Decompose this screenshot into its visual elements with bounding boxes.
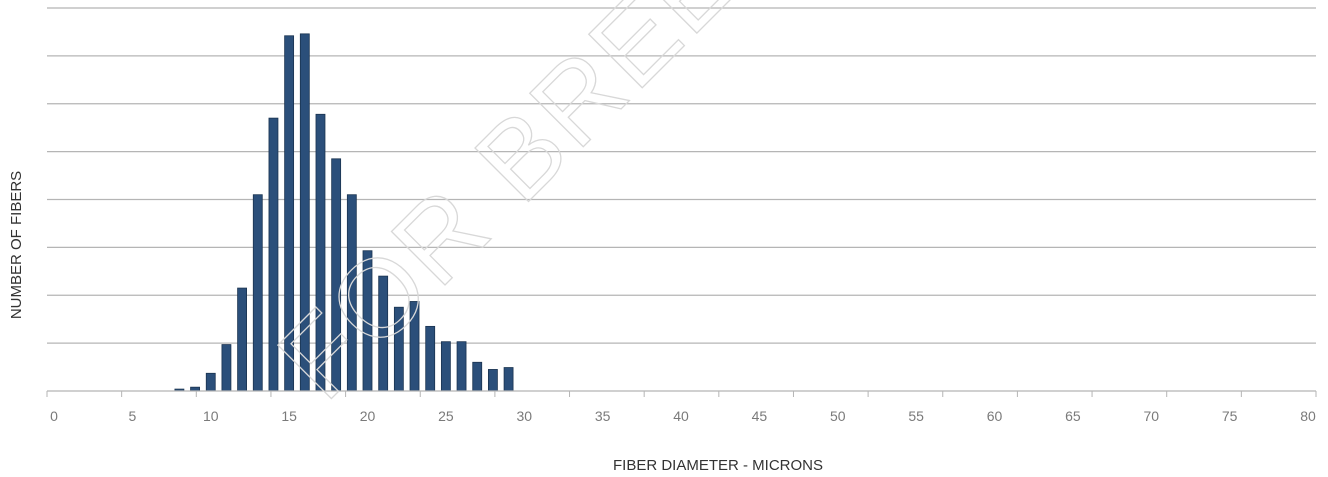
- bar-29: [503, 367, 514, 392]
- x-axis-title: FIBER DIAMETER - MICRONS: [613, 457, 823, 474]
- bar-11: [221, 344, 232, 392]
- x-tick-label: 70: [1143, 408, 1159, 424]
- x-tick-label: 5: [128, 408, 136, 424]
- x-tick-label: 80: [1300, 408, 1316, 424]
- x-tick-label: 20: [360, 408, 376, 424]
- x-tick-label: 25: [438, 408, 454, 424]
- y-axis-title: NUMBER OF FIBERS: [8, 171, 25, 319]
- x-tick-label: 0: [50, 408, 58, 424]
- bar-10: [205, 372, 216, 392]
- watermark-text: FOR BREEDER: [255, 0, 935, 422]
- bar-25: [440, 341, 451, 392]
- x-tick-label: 50: [830, 408, 846, 424]
- bar-27: [472, 361, 483, 392]
- x-tick-label: 15: [281, 408, 297, 424]
- x-tick-label: 55: [908, 408, 924, 424]
- x-axis: 0 5 10 15 20 25 30 35 40 45 50 55 60 65 70 75 80: [46, 390, 1317, 424]
- x-tick-label: 40: [673, 408, 689, 424]
- bar-12: [237, 287, 248, 392]
- x-tick-label: 10: [203, 408, 219, 424]
- x-tick-label: 75: [1222, 408, 1238, 424]
- x-tick-label: 65: [1065, 408, 1081, 424]
- bar-26: [456, 341, 467, 392]
- x-tick-label: 45: [752, 408, 768, 424]
- x-tick-label: 30: [516, 408, 532, 424]
- bar-28: [487, 369, 498, 392]
- x-tick-label: 60: [987, 408, 1003, 424]
- x-tick-label: 35: [595, 408, 611, 424]
- bar-13: [252, 194, 263, 392]
